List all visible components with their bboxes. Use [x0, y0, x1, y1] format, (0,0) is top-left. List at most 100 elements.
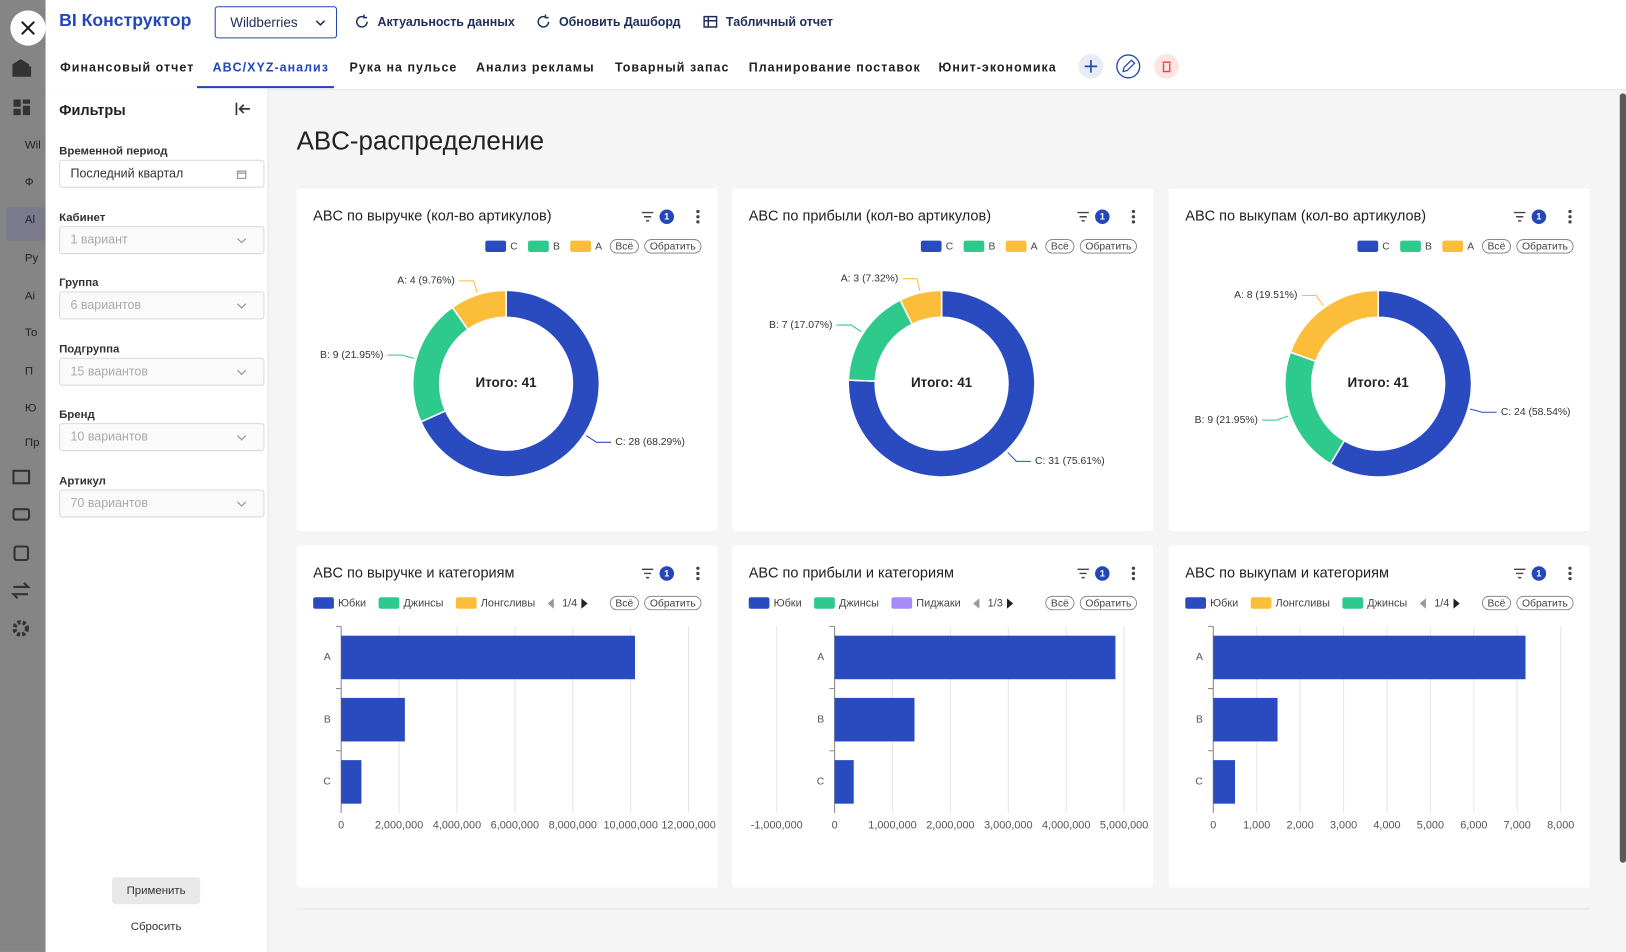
apply-button[interactable]: Применить	[111, 877, 201, 905]
menu-dot[interactable]	[696, 571, 700, 576]
tab[interactable]: Товарный запас	[614, 60, 730, 75]
legend-prev[interactable]	[1419, 598, 1426, 609]
legend-swatch[interactable]	[1005, 240, 1027, 252]
menu-dot[interactable]	[1131, 220, 1136, 224]
nav-label[interactable]: Al	[24, 213, 36, 227]
filter-input[interactable]: 15 вариантов	[59, 357, 265, 386]
bar[interactable]	[834, 635, 1116, 680]
action-icon[interactable]	[703, 15, 718, 30]
nav-icon-dashboard[interactable]	[13, 99, 31, 116]
legend-swatch[interactable]	[485, 240, 507, 252]
donut-segment[interactable]	[451, 289, 507, 331]
nav-label[interactable]: Ю	[24, 402, 37, 415]
legend-button[interactable]: Всё	[1481, 595, 1511, 611]
donut-segment[interactable]	[1329, 289, 1473, 478]
menu-dot[interactable]	[1568, 220, 1572, 224]
menu-dot[interactable]	[696, 220, 700, 224]
filter-icon[interactable]	[1514, 211, 1526, 222]
filter-icon[interactable]	[641, 211, 654, 222]
menu-dot[interactable]	[1568, 209, 1572, 214]
filter-input[interactable]: 6 вариантов	[59, 291, 265, 320]
action-link[interactable]: Актуальность данных	[377, 14, 515, 30]
filter-input[interactable]: 70 вариантов	[59, 488, 265, 517]
menu-dot[interactable]	[1131, 571, 1136, 576]
legend-swatch[interactable]	[891, 597, 913, 609]
tab[interactable]: ABC/XYZ-анализ	[212, 60, 329, 75]
tab[interactable]: Юнит-экономика	[938, 60, 1057, 75]
legend-button[interactable]: Обратить	[1516, 595, 1574, 611]
filter-input[interactable]: 10 вариантов	[59, 423, 265, 452]
legend-swatch[interactable]	[378, 597, 400, 609]
menu-dot[interactable]	[696, 209, 700, 214]
action-link[interactable]: Обновить Дашборд	[558, 14, 681, 30]
reset-button[interactable]: Сбросить	[130, 920, 182, 934]
legend-button[interactable]: Всё	[1481, 239, 1511, 254]
legend-swatch[interactable]	[920, 240, 942, 252]
bar[interactable]	[341, 635, 636, 680]
menu-dot[interactable]	[696, 215, 700, 219]
legend-prev[interactable]	[973, 598, 980, 609]
filter-icon[interactable]	[1514, 568, 1526, 579]
menu-dot[interactable]	[696, 576, 700, 581]
legend-button[interactable]: Обратить	[644, 595, 702, 611]
legend-swatch[interactable]	[455, 597, 477, 609]
legend-swatch[interactable]	[313, 597, 334, 609]
legend-button[interactable]: Обратить	[1079, 239, 1137, 254]
filter-icon[interactable]	[1077, 211, 1089, 222]
menu-dot[interactable]	[1131, 566, 1136, 570]
legend-swatch[interactable]	[963, 240, 985, 252]
logo[interactable]: BI Конструктор	[59, 10, 192, 31]
menu-dot[interactable]	[1568, 215, 1572, 219]
legend-swatch[interactable]	[570, 240, 591, 252]
filter-icon[interactable]	[641, 568, 654, 579]
tab[interactable]: Рука на пульсе	[349, 60, 458, 75]
legend-swatch[interactable]	[814, 597, 835, 609]
filter-icon[interactable]	[1077, 568, 1089, 579]
donut-segment[interactable]	[847, 289, 1036, 478]
donut-segment[interactable]	[1289, 289, 1379, 363]
bar[interactable]	[834, 760, 854, 804]
bar[interactable]	[834, 697, 915, 742]
legend-swatch[interactable]	[1250, 597, 1272, 609]
bar[interactable]	[1213, 697, 1278, 742]
menu-dot[interactable]	[1568, 566, 1572, 570]
menu-dot[interactable]	[1568, 576, 1572, 581]
nav-label[interactable]: Ф	[24, 176, 34, 189]
nav-label[interactable]: П	[24, 365, 34, 378]
legend-button[interactable]: Обратить	[644, 239, 702, 254]
nav-icon-table[interactable]	[12, 469, 31, 485]
legend-button[interactable]: Всё	[609, 239, 639, 254]
menu-dot[interactable]	[696, 566, 700, 570]
nav-icon-money[interactable]	[12, 508, 31, 521]
menu-dot[interactable]	[1131, 209, 1136, 214]
legend-button[interactable]: Обратить	[1516, 239, 1574, 254]
tab[interactable]: Анализ рекламы	[475, 60, 595, 75]
legend-next[interactable]	[1006, 598, 1014, 609]
legend-swatch[interactable]	[528, 240, 549, 252]
bar[interactable]	[1213, 760, 1236, 804]
tab[interactable]: Финансовый отчет	[60, 60, 195, 75]
legend-swatch[interactable]	[1185, 597, 1207, 609]
bar[interactable]	[341, 760, 362, 804]
legend-button[interactable]: Всё	[1045, 595, 1075, 611]
nav-icon-exchange[interactable]	[10, 582, 31, 600]
legend-button[interactable]: Обратить	[1079, 595, 1137, 611]
tab[interactable]: Планирование поставок	[748, 60, 921, 75]
nav-label[interactable]: Ру	[24, 251, 39, 265]
donut-segment[interactable]	[419, 289, 601, 478]
nav-icon-home[interactable]	[12, 59, 32, 77]
menu-dot[interactable]	[1568, 571, 1572, 576]
legend-swatch[interactable]	[748, 597, 770, 609]
donut-segment[interactable]	[411, 306, 469, 423]
edit-button[interactable]	[1116, 54, 1141, 79]
bar[interactable]	[341, 697, 405, 742]
legend-swatch[interactable]	[1400, 240, 1421, 252]
nav-label[interactable]: Ai	[24, 290, 36, 303]
scrollbar[interactable]	[1619, 93, 1626, 863]
action-icon[interactable]	[536, 14, 551, 30]
collapse-button[interactable]	[234, 102, 251, 117]
nav-label[interactable]: Пр	[24, 436, 40, 450]
legend-prev[interactable]	[547, 598, 554, 609]
delete-button[interactable]	[1154, 53, 1180, 79]
donut-segment[interactable]	[899, 289, 943, 326]
